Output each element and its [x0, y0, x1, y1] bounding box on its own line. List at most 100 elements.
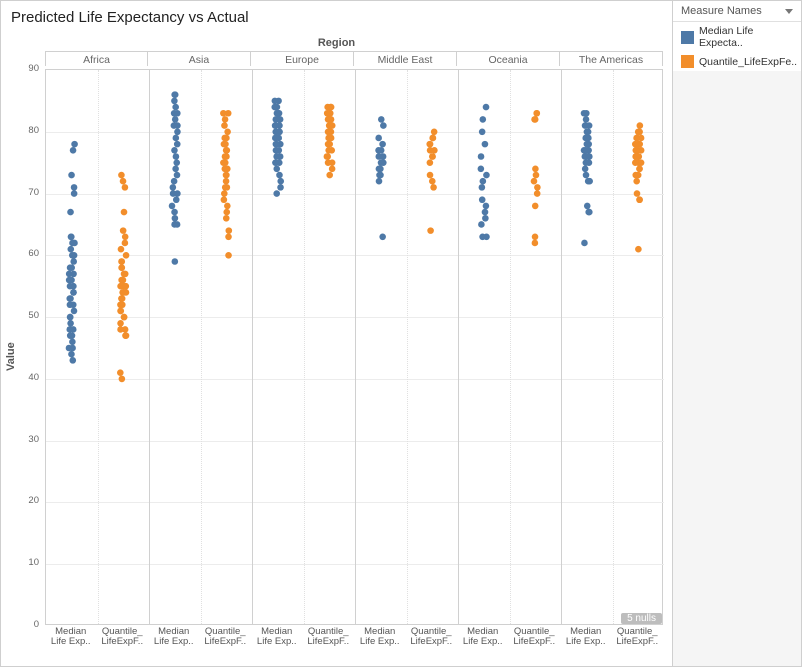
data-point-median[interactable]	[379, 141, 386, 148]
data-point-quantile[interactable]	[117, 326, 124, 333]
data-point-quantile[interactable]	[429, 135, 436, 142]
data-point-quantile[interactable]	[122, 234, 129, 241]
data-point-quantile[interactable]	[534, 190, 541, 197]
data-point-quantile[interactable]	[532, 240, 539, 247]
data-point-median[interactable]	[479, 234, 486, 241]
data-point-quantile[interactable]	[226, 227, 233, 234]
data-point-quantile[interactable]	[120, 227, 127, 234]
legend-item[interactable]: Median Life Expecta..	[673, 22, 801, 52]
data-point-median[interactable]	[584, 153, 591, 160]
data-point-quantile[interactable]	[325, 159, 332, 166]
data-point-quantile[interactable]	[222, 116, 229, 123]
data-point-quantile[interactable]	[634, 135, 641, 142]
data-point-quantile[interactable]	[118, 258, 125, 265]
data-point-median[interactable]	[480, 116, 487, 123]
data-point-median[interactable]	[582, 147, 589, 154]
data-point-quantile[interactable]	[326, 141, 333, 148]
data-point-median[interactable]	[174, 128, 181, 135]
data-point-median[interactable]	[273, 190, 280, 197]
data-point-median[interactable]	[71, 308, 78, 315]
data-point-median[interactable]	[70, 301, 77, 308]
data-point-quantile[interactable]	[325, 128, 332, 135]
data-point-median[interactable]	[67, 314, 74, 321]
data-point-quantile[interactable]	[633, 178, 640, 185]
data-point-quantile[interactable]	[118, 246, 125, 253]
data-point-quantile[interactable]	[221, 190, 228, 197]
data-point-median[interactable]	[67, 246, 74, 253]
data-point-median[interactable]	[583, 159, 590, 166]
data-point-quantile[interactable]	[123, 332, 130, 339]
data-point-quantile[interactable]	[222, 166, 229, 173]
data-point-quantile[interactable]	[121, 209, 128, 216]
data-point-median[interactable]	[171, 91, 178, 98]
data-point-median[interactable]	[67, 283, 74, 290]
data-point-median[interactable]	[479, 184, 486, 191]
data-point-median[interactable]	[172, 215, 179, 222]
data-point-median[interactable]	[377, 172, 384, 179]
data-point-median[interactable]	[483, 203, 490, 210]
data-point-median[interactable]	[583, 110, 590, 117]
data-point-quantile[interactable]	[533, 110, 540, 117]
data-point-median[interactable]	[273, 166, 280, 173]
data-point-median[interactable]	[67, 209, 74, 216]
data-point-quantile[interactable]	[534, 184, 541, 191]
panel-header[interactable]: Africa	[45, 51, 148, 66]
data-point-median[interactable]	[71, 190, 78, 197]
data-point-median[interactable]	[171, 209, 178, 216]
data-point-median[interactable]	[479, 196, 486, 203]
data-point-median[interactable]	[480, 178, 487, 185]
data-point-quantile[interactable]	[223, 209, 230, 216]
data-point-median[interactable]	[272, 98, 279, 105]
data-point-median[interactable]	[378, 159, 385, 166]
data-point-quantile[interactable]	[635, 141, 642, 148]
data-point-quantile[interactable]	[118, 308, 125, 315]
data-point-median[interactable]	[584, 141, 591, 148]
data-point-quantile[interactable]	[532, 166, 539, 173]
data-point-median[interactable]	[483, 104, 490, 111]
data-point-quantile[interactable]	[223, 215, 230, 222]
data-point-quantile[interactable]	[223, 153, 230, 160]
data-point-quantile[interactable]	[635, 172, 642, 179]
panel-header[interactable]: Europe	[251, 51, 354, 66]
data-point-median[interactable]	[171, 147, 178, 154]
data-point-quantile[interactable]	[329, 166, 336, 173]
data-point-quantile[interactable]	[117, 320, 124, 327]
data-point-median[interactable]	[483, 172, 490, 179]
data-point-quantile[interactable]	[634, 190, 641, 197]
plot-area[interactable]: 5 nulls	[45, 69, 663, 625]
panel-header[interactable]: The Americas	[560, 51, 663, 66]
data-point-quantile[interactable]	[118, 277, 125, 284]
data-point-quantile[interactable]	[637, 122, 644, 129]
data-point-quantile[interactable]	[225, 252, 232, 259]
data-point-median[interactable]	[171, 98, 178, 105]
legend-dropdown-icon[interactable]	[785, 9, 793, 14]
data-point-median[interactable]	[171, 178, 178, 185]
data-point-quantile[interactable]	[224, 147, 231, 154]
data-point-median[interactable]	[69, 339, 76, 346]
data-point-median[interactable]	[66, 295, 73, 302]
data-point-quantile[interactable]	[117, 369, 124, 376]
data-point-median[interactable]	[70, 258, 77, 265]
data-point-median[interactable]	[171, 110, 178, 117]
data-point-median[interactable]	[585, 178, 592, 185]
data-point-median[interactable]	[70, 289, 77, 296]
data-point-median[interactable]	[583, 172, 590, 179]
data-point-quantile[interactable]	[633, 153, 640, 160]
data-point-median[interactable]	[172, 166, 179, 173]
data-point-median[interactable]	[68, 264, 75, 271]
data-point-median[interactable]	[273, 153, 280, 160]
nulls-badge[interactable]: 5 nulls	[621, 613, 662, 624]
data-point-quantile[interactable]	[427, 227, 434, 234]
data-point-quantile[interactable]	[118, 172, 125, 179]
data-point-median[interactable]	[478, 221, 485, 228]
data-point-quantile[interactable]	[532, 203, 539, 210]
data-point-quantile[interactable]	[122, 184, 129, 191]
data-point-median[interactable]	[173, 159, 180, 166]
data-point-quantile[interactable]	[120, 178, 127, 185]
data-point-median[interactable]	[172, 116, 179, 123]
data-point-quantile[interactable]	[531, 178, 538, 185]
data-point-quantile[interactable]	[118, 295, 125, 302]
legend-header[interactable]: Measure Names	[673, 1, 801, 22]
data-point-quantile[interactable]	[123, 283, 130, 290]
data-point-median[interactable]	[68, 172, 75, 179]
